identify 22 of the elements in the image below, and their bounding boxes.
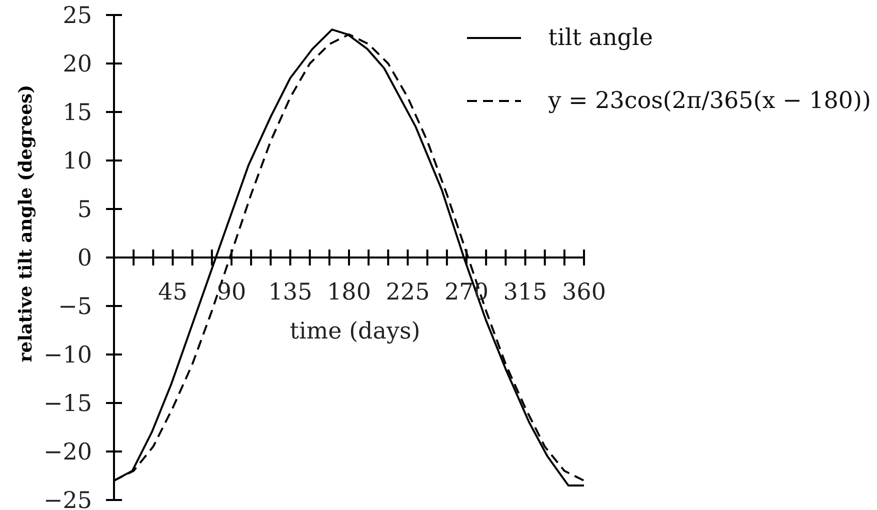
- y-tick-label: 20: [62, 52, 92, 78]
- y-tick-label: 10: [62, 148, 92, 175]
- y-tick-label: −20: [43, 440, 92, 466]
- x-tick-label: 90: [216, 280, 246, 306]
- y-tick-label: 25: [62, 3, 92, 30]
- y-tick-label: 15: [62, 100, 92, 126]
- y-tick-label: −15: [43, 391, 92, 418]
- y-tick-label: −5: [58, 294, 92, 320]
- y-tick-label: −10: [43, 342, 92, 369]
- legend-label: y = 23cos(2π/365(x − 180)): [548, 88, 871, 114]
- legend-label: tilt angle: [548, 24, 653, 50]
- y-tick-label: 5: [77, 197, 92, 224]
- y-tick-label: −25: [43, 488, 92, 510]
- y-tick-label: 0: [77, 246, 92, 272]
- y-axis-title: relative tilt angle (degrees): [16, 84, 36, 362]
- x-tick-label: 45: [158, 280, 188, 306]
- x-axis-title: time (days): [290, 318, 420, 344]
- x-tick-label: 180: [327, 280, 371, 306]
- x-tick-label: 135: [268, 280, 312, 306]
- x-tick-label: 225: [386, 280, 430, 306]
- x-tick-label: 315: [503, 280, 548, 306]
- x-tick-label: 360: [562, 280, 606, 306]
